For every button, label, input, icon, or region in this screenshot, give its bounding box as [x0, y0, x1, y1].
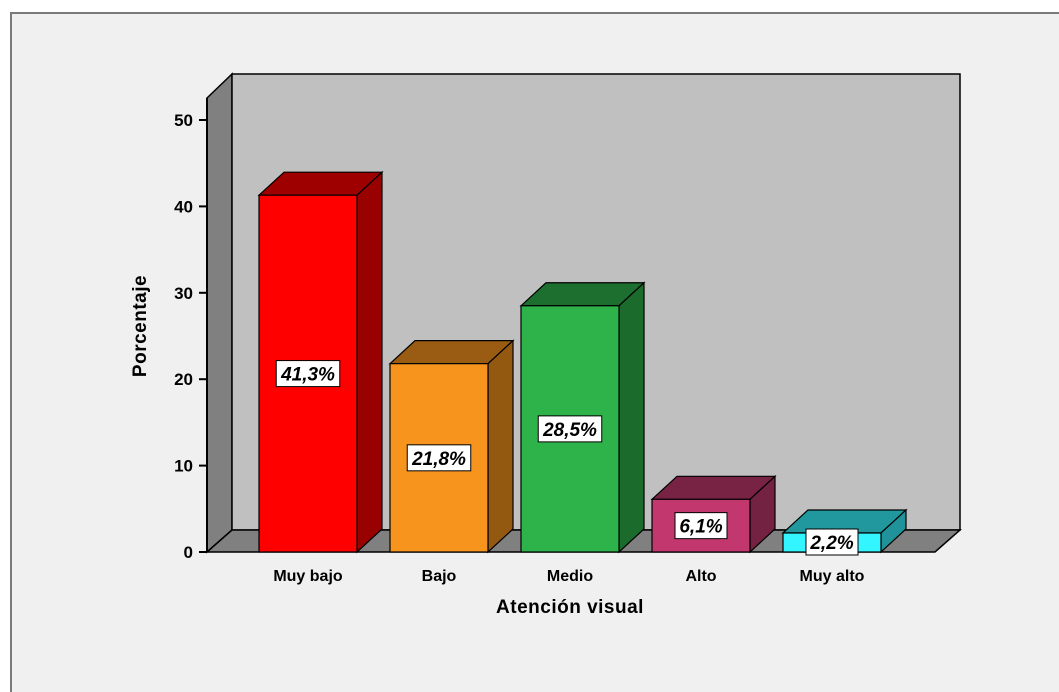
y-axis-title: Porcentaje — [130, 275, 151, 377]
bar — [388, 339, 515, 554]
y-tick-label: 0 — [184, 543, 193, 562]
data-label: 2,2% — [805, 528, 859, 556]
data-label-box — [275, 360, 341, 388]
y-tick-label: 20 — [174, 370, 193, 389]
data-label: 6,1% — [674, 512, 728, 540]
x-tick-label: Muy alto — [800, 568, 865, 585]
y-tick-label: 50 — [174, 111, 193, 130]
x-tick-label: Muy bajo — [273, 568, 343, 585]
bar-side — [356, 170, 383, 554]
y-tick-label: 30 — [174, 284, 193, 303]
x-tick-label: Bajo — [422, 568, 457, 585]
data-label-box — [406, 444, 472, 472]
bar-chart: 0 10 20 30 40 50 41,3% 21,8% 28,5% 6,1% 2,2% Muy … — [130, 72, 962, 618]
y-tick-label: 40 — [174, 197, 193, 216]
data-label: 21,8% — [406, 444, 472, 472]
bar-side — [618, 281, 645, 554]
y-tick-label: 10 — [174, 457, 193, 476]
data-label: 28,5% — [537, 415, 603, 443]
y-axis: 0 10 20 30 40 50 — [174, 111, 207, 562]
bar-side — [487, 339, 514, 554]
x-tick-label: Alto — [685, 568, 716, 585]
data-label: 41,3% — [275, 360, 341, 388]
data-label-text: 21,8% — [411, 449, 466, 470]
x-axis-title: Atención visual — [496, 597, 644, 618]
x-tick-label: Medio — [547, 568, 593, 585]
data-label-text: 41,3% — [280, 365, 335, 386]
data-label-box — [805, 528, 859, 556]
data-label-text: 6,1% — [679, 517, 722, 538]
data-label-box — [674, 512, 728, 540]
x-axis-categories: Muy bajo Bajo Medio Alto Muy alto — [273, 568, 864, 585]
data-label-text: 28,5% — [542, 420, 597, 441]
data-label-text: 2,2% — [809, 533, 853, 554]
bars: 41,3% 21,8% 28,5% 6,1% 2,2% — [257, 170, 908, 556]
left-wall — [206, 72, 233, 554]
data-label-box — [537, 415, 603, 443]
